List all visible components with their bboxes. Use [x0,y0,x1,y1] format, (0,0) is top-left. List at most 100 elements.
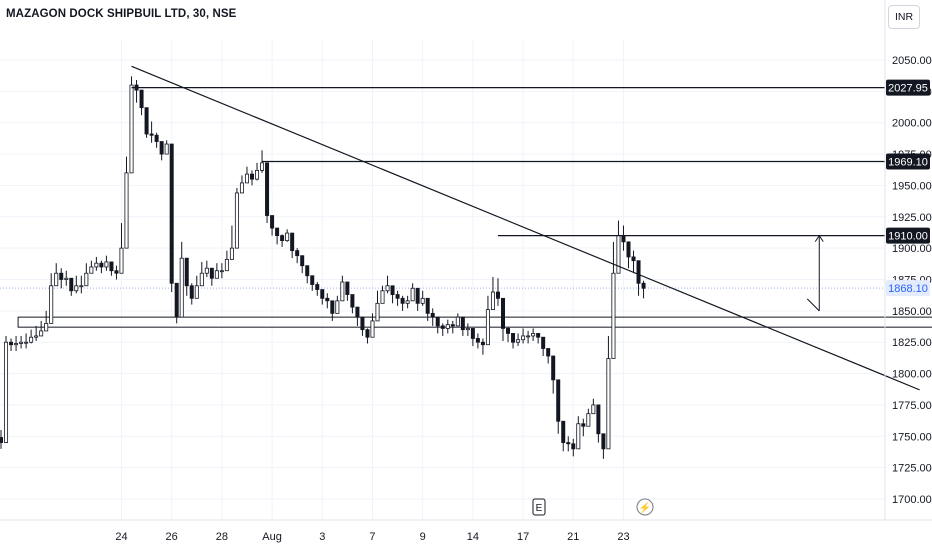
candle-body [129,84,134,174]
candle-body [576,423,581,450]
y-tick-label: 2000.00 [892,118,932,130]
candle-body [586,413,591,427]
candle-body [54,272,59,287]
x-tick-label: 26 [166,531,178,543]
support-zone-rectangle[interactable] [17,316,932,328]
candle-body [425,297,430,314]
candle-body [430,312,435,318]
candle-body [475,338,480,343]
candle-body [435,316,440,327]
x-tick-label: 28 [216,531,228,543]
candle-body [601,433,606,450]
lightning-icon[interactable]: ⚡ [639,501,651,514]
candle-body [119,247,124,274]
candle-body [280,235,285,242]
candle-body [526,335,531,338]
candle-body [285,232,290,242]
y-tick-label: 1825.00 [892,337,932,349]
candle-body [506,328,511,334]
candle-body [445,324,450,329]
candle-body [209,267,214,279]
price-label-box [886,280,930,297]
candle-body [556,379,561,422]
candle-body [641,282,646,289]
y-tick-label: 1925.00 [892,212,932,224]
price-label-box [886,227,930,244]
candle-body [571,443,576,450]
x-tick-label: 17 [517,531,529,543]
candle-body [350,294,355,308]
candle-body [295,250,300,257]
candle-body [39,330,44,337]
price-label-1868.10: 1868.10 [888,283,928,295]
y-tick-label: 1725.00 [892,463,932,475]
candle-body [310,275,315,285]
x-tick-label: 7 [369,531,375,543]
price-label-2027.95: 2027.95 [888,83,928,95]
currency-button[interactable]: INR [888,5,920,29]
candle-body [365,329,370,338]
candle-body [380,290,385,304]
candle-body [89,266,94,274]
candle-body [204,267,209,274]
price-label-1969.10: 1969.10 [888,156,928,168]
candle-body [305,265,310,277]
candle-body [485,309,490,346]
candle-body [385,285,390,292]
candle-body [229,247,234,260]
y-tick-label: 1950.00 [892,180,932,192]
candle-body [79,285,84,288]
candle-body [164,143,169,155]
earnings-marker-box[interactable] [532,498,546,516]
candle-body [74,285,79,292]
candle-body [275,227,280,236]
candle-body [631,256,636,262]
candle-body [14,343,19,346]
candle-body [315,284,320,290]
candle-body [500,297,505,329]
candle-body [551,355,556,381]
candle-body [621,235,626,243]
candle-body [636,260,641,284]
candle-body [320,289,325,299]
candle-body [395,294,400,299]
candle-body [144,107,149,135]
candle-body [189,285,194,299]
candle-body [420,297,425,304]
candle-body [536,333,541,338]
candle-body [546,348,551,357]
candle-body [360,316,365,331]
candle-body [345,281,350,295]
candle-body [19,341,24,344]
candle-body [199,272,204,287]
candle-body [29,336,34,343]
candle-body [260,162,265,171]
candle-body [159,141,164,155]
candle-body [616,235,621,274]
trendline[interactable] [131,65,920,391]
candle-body [561,420,566,443]
price-label-1910.00: 1910.00 [888,231,928,243]
x-tick-label: 21 [567,531,579,543]
candle-body [265,162,270,216]
chart-title: MAZAGON DOCK SHIPBUIL LTD, 30, NSE [6,8,237,20]
candle-body [234,192,239,249]
candle-body [290,232,295,252]
candle-body [149,133,154,136]
dividend-marker-circle[interactable] [636,498,654,516]
candle-body [521,335,526,341]
candle-body [495,291,500,299]
candle-body [194,285,199,299]
earnings-marker[interactable]: E [536,503,543,514]
candle-body [400,297,405,304]
candle-body [174,282,179,318]
candle-body [139,89,144,109]
candle-body [370,320,375,338]
candle-body [465,328,470,331]
price-label-box [886,153,930,170]
candle-body [99,262,104,268]
y-tick-label: 1750.00 [892,431,932,443]
candle-body [270,215,275,229]
